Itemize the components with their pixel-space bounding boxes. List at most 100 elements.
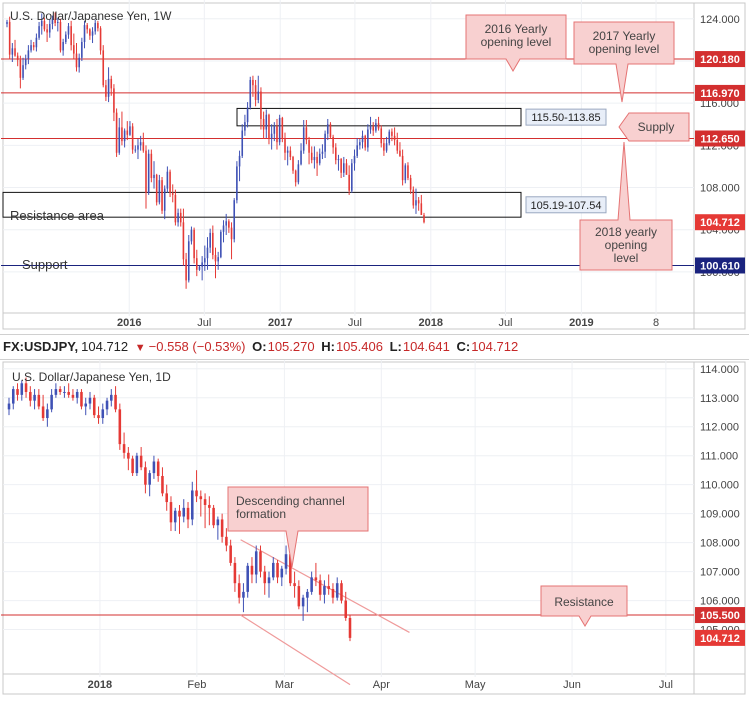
candle-body [217,257,219,262]
daily-price-axis[interactable]: 105.000106.000107.000108.000109.000110.0… [700,364,740,637]
level-price-tag [695,607,745,624]
callout-2018-yearly-opening-text-line: opening [605,238,648,252]
candle-body [369,126,372,130]
time-tick-label: 2017 [268,317,292,329]
candle-body [20,383,24,395]
candle-body [228,221,230,228]
candle-body [284,139,286,153]
candle-body [404,165,407,181]
level-price-tag [695,257,745,274]
candle-body [50,394,53,410]
candle-body [293,583,296,587]
callout-descending-channel-text: Descending channel [236,494,345,508]
candle-body [97,22,99,29]
candle-body [270,133,273,140]
price-tick-label: 124.000 [700,14,740,26]
candle-body [297,586,301,607]
callout-resistance-text: Resistance [554,595,614,609]
candle-body [353,155,356,164]
candle-body [301,597,305,607]
callout-descending-channel-text-line: formation [236,507,286,521]
candle-body [356,145,358,156]
resistance-area-zone-tag [525,196,607,214]
candle-body [46,29,48,33]
candle-body [233,200,236,240]
level-price-tag-text: 120.180 [700,54,740,66]
close-value: 104.712 [471,339,519,354]
candle-body [71,394,75,398]
daily-time-axis[interactable]: 2018 Feb Mar Apr May Jun Jul [88,679,673,691]
candle-body [396,140,399,151]
candle-body [161,180,163,211]
candle-body [110,78,113,89]
candle-body [35,37,38,48]
time-tick-label: 8 [653,317,659,329]
open-label: O: [252,339,267,354]
candle-body [81,41,83,58]
candle-body [54,18,56,23]
candle-body [122,444,126,453]
candle-body [351,163,353,191]
candle-body [335,583,339,598]
candle-body [163,188,166,211]
symbol-quote-bar: FX:USDJPY, 104.712 ▼ −0.558 (−0.53%) O:105… [0,334,749,360]
candle-body [126,130,129,135]
channel-line[interactable] [240,614,351,686]
candle-body [423,214,425,223]
candle-body [278,117,281,143]
candle-body [348,174,350,191]
candle-body [62,41,64,51]
symbol-name[interactable]: FX:USDJPY, [3,339,79,354]
candle-body [131,126,134,150]
time-tick-label: 2016 [117,317,141,329]
candle-body [24,383,28,392]
candle-body [252,79,254,86]
candle-body [292,156,294,171]
candle-body [161,475,164,494]
candle-body [372,126,375,131]
candle-body [220,519,224,537]
price-tick-label: 116.000 [700,98,739,110]
price-tick-label: 110.000 [700,480,739,492]
candle-body [118,127,121,153]
price-tick-label: 108.000 [700,183,740,195]
candle-body [59,21,62,51]
weekly-time-axis[interactable]: 2016 Jul 2017 Jul 2018 Jul 2019 8 [117,317,659,329]
candle-body [179,212,182,223]
candle-body [344,600,348,618]
candle-body [40,20,43,27]
callout-resistance: Resistance [540,585,628,627]
candle-body [144,467,147,485]
candle-body [246,107,249,123]
price-tick-label: 112.000 [700,422,739,434]
time-tick-label: Jun [563,679,581,691]
supply-zone-label: 115.50-113.85 [531,112,600,124]
candle-body [225,221,227,226]
candle-body [212,232,214,256]
candle-body [75,53,78,68]
candle-body [88,397,92,404]
candle-body [329,124,332,137]
resistance-area-zone[interactable] [2,191,522,218]
candle-body [101,409,105,419]
candle-body [345,163,348,175]
candle-body [242,591,245,598]
candle-body [11,48,14,55]
candle-body [67,391,70,395]
candle-body [114,394,117,410]
daily-chart-title: U.S. Dollar/Japanese Yen, 1D [12,370,171,384]
candle-body [294,170,297,183]
candle-body [415,200,417,206]
time-tick-label: Mar [275,679,294,691]
candle-body [102,50,105,86]
time-tick-label: Apr [373,679,390,691]
candle-body [321,151,324,154]
candle-body [331,588,335,598]
last-price-tag-text: 104.712 [700,217,740,229]
candle-body [343,163,345,173]
daily-chart-frame [2,361,746,695]
candle-body [267,577,271,584]
